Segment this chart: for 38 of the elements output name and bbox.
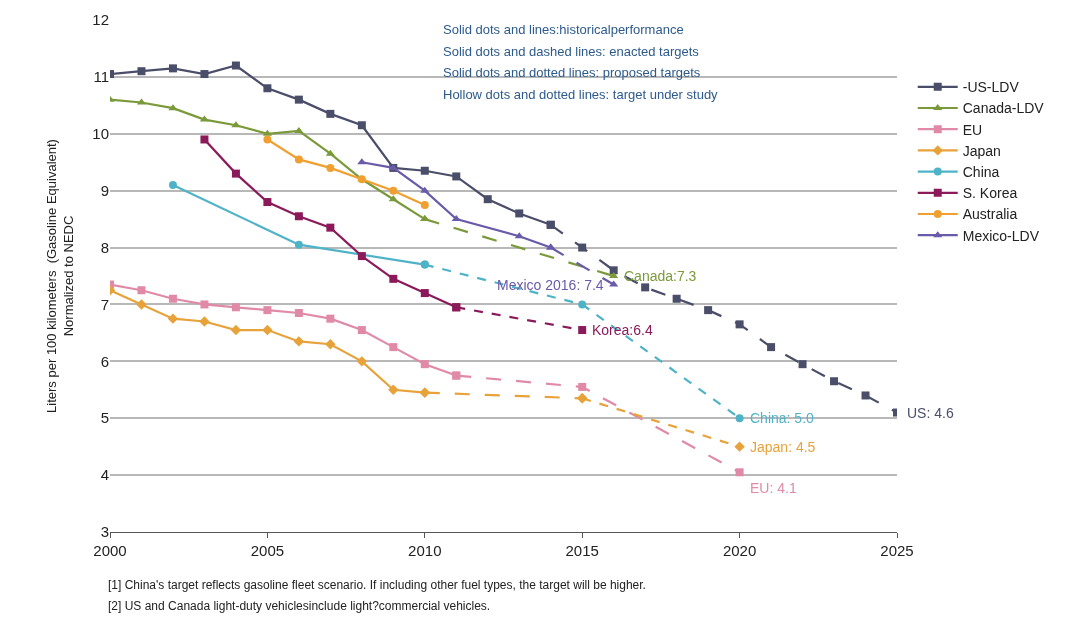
annotation: EU: 4.1 (750, 480, 797, 496)
legend-label: Australia (962, 206, 1018, 223)
y-tick-label: 3 (100, 523, 109, 541)
legend-label: Mexico-LDV (962, 227, 1040, 244)
annotation: Canada:7.3 (624, 268, 697, 284)
annotation: Solid dots and lines:historicalperformance (443, 22, 684, 37)
x-tick-label: 2015 (565, 542, 599, 559)
y-tick-label: 7 (100, 295, 109, 313)
annotation: Hollow dots and dotted lines: target under study (443, 87, 719, 102)
y-tick-label: 10 (92, 125, 109, 143)
y-axis-title: Liters per 100 kilometers (Gasoline Equivalent) Normalized to NEDC (44, 139, 77, 413)
legend-label: Japan (962, 142, 1001, 159)
x-tick-label: 2010 (408, 542, 442, 559)
x-tick-label: 2025 (880, 542, 914, 559)
y-tick-label: 5 (100, 409, 109, 427)
y-tick-label: 8 (100, 238, 109, 256)
annotation: US: 4.6 (907, 405, 954, 421)
y-tick-label: 4 (100, 466, 109, 484)
legend-label: S. Korea (962, 185, 1018, 202)
annotation: Japan: 4.5 (750, 439, 816, 455)
annotation: Solid dots and dotted lines: proposed targets (443, 65, 701, 80)
text: [1] China's target reflects gasoline fleet scenario. If including other fuel types, the target will be higher. (108, 578, 646, 592)
x-tick-label: 2000 (93, 542, 127, 559)
legend-label: -US-LDV (962, 79, 1020, 96)
annotation: China: 5.0 (750, 410, 815, 426)
y-tick-label: 6 (100, 352, 109, 370)
y-tick-label: 9 (100, 181, 109, 199)
x-tick-label: 2020 (722, 542, 757, 559)
y-tick-label: 11 (93, 68, 109, 86)
text: [2] US and Canada light-duty vehiclesinclude light?commercial vehicles. (108, 599, 491, 613)
legend-label: China (962, 164, 1000, 181)
legend-label: Canada-LDV (962, 100, 1045, 117)
x-tick-label: 2005 (250, 542, 285, 559)
legend-label: EU (962, 121, 983, 138)
annotation: Korea:6.4 (592, 322, 653, 338)
annotation: Mexico 2016: 7.4 (497, 277, 604, 293)
y-tick-label: 12 (92, 11, 109, 29)
annotation: Solid dots and dashed lines: enacted targets (443, 44, 700, 59)
